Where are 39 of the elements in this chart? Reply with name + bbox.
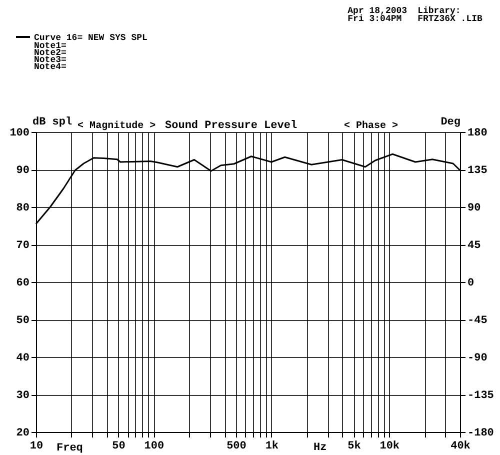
y2-tick-label: 135 bbox=[468, 165, 488, 177]
x-axis-title: Freq bbox=[56, 442, 83, 454]
y2-tick-label: -135 bbox=[468, 390, 494, 402]
x-tick-label: 10k bbox=[380, 440, 400, 452]
x-tick-label: 1k bbox=[265, 440, 279, 452]
text: Hz bbox=[313, 442, 327, 454]
text: Note4= bbox=[34, 62, 66, 72]
y2-tick-label: 90 bbox=[468, 202, 481, 214]
y-tick-label: 80 bbox=[16, 202, 30, 214]
x-tick-label: 5k bbox=[348, 440, 362, 452]
text: Library: bbox=[418, 6, 461, 16]
x-tick-label: 10 bbox=[30, 440, 44, 452]
legend-label: Curve 16= NEW SYS SPL bbox=[34, 33, 148, 43]
y-tick-label: 50 bbox=[16, 315, 30, 327]
y2-tick-label: 180 bbox=[468, 128, 488, 140]
y-tick-label: 20 bbox=[16, 428, 30, 440]
y-tick-label: 40 bbox=[16, 352, 30, 364]
text: < Magnitude > bbox=[78, 120, 156, 132]
y-tick-label: 70 bbox=[16, 240, 30, 252]
chart-title: Sound Pressure Level bbox=[165, 120, 298, 132]
text: FRTZ36X .LIB bbox=[418, 14, 484, 24]
y-axis-title: dB spl bbox=[32, 116, 73, 128]
x-tick-label: 40k bbox=[450, 440, 471, 452]
x-tick-label: 50 bbox=[112, 440, 126, 452]
y2-tick-label: 45 bbox=[468, 240, 482, 252]
y-tick-label: 100 bbox=[10, 128, 30, 140]
y-tick-label: 30 bbox=[16, 390, 30, 402]
y2-axis-title: Deg bbox=[440, 116, 460, 128]
y2-tick-label: -45 bbox=[468, 315, 488, 327]
y2-tick-label: -180 bbox=[468, 428, 494, 440]
y-tick-label: 60 bbox=[16, 278, 30, 290]
text: < Phase > bbox=[344, 120, 398, 132]
y-tick-label: 90 bbox=[16, 165, 30, 177]
y2-tick-label: -90 bbox=[468, 352, 488, 364]
text: Apr 18,2003 bbox=[348, 6, 408, 16]
x-tick-label: 100 bbox=[144, 440, 164, 452]
y2-tick-label: 0 bbox=[468, 278, 474, 290]
x-tick-label: 500 bbox=[226, 440, 246, 452]
text: Fri 3:04PM bbox=[348, 14, 402, 24]
